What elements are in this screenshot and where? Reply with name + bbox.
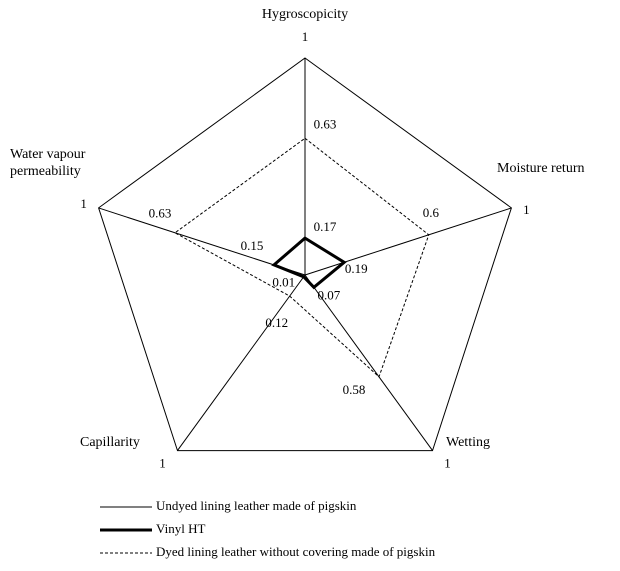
data-label: 0.12: [265, 315, 288, 330]
series-line: [271, 236, 347, 290]
data-label: 0.19: [345, 261, 368, 276]
axis-label: Wetting: [446, 435, 490, 450]
data-label: 0.15: [241, 238, 264, 253]
data-label: 0.01: [272, 275, 295, 290]
data-label: 0.63: [314, 116, 337, 131]
data-label: 1: [80, 196, 87, 211]
spoke: [304, 207, 512, 276]
data-label: 1: [159, 456, 166, 471]
data-label: 1: [523, 202, 530, 217]
data-label: 1: [444, 456, 451, 471]
data-label: 0.6: [423, 205, 440, 220]
data-label: 1: [302, 29, 309, 44]
data-label: 0.17: [314, 219, 337, 234]
legend-label: Dyed lining leather without covering mad…: [156, 544, 436, 559]
spoke: [98, 207, 306, 276]
spoke: [177, 274, 306, 451]
axis-label: Hygroscopicity: [261, 7, 349, 22]
spoke: [304, 274, 433, 451]
series-line: [174, 137, 430, 378]
axis-label: Capillarity: [80, 435, 140, 450]
data-label: 0.63: [149, 206, 172, 221]
series-line: [98, 57, 512, 452]
axis-label: Moisture return: [497, 161, 585, 176]
legend-label: Undyed lining leather made of pigskin: [156, 498, 357, 513]
data-label: 0.07: [318, 287, 341, 302]
data-label: 0.58: [343, 382, 366, 397]
legend-label: Vinyl HT: [156, 521, 205, 536]
axis-label: Water vapour permeability: [10, 147, 86, 179]
